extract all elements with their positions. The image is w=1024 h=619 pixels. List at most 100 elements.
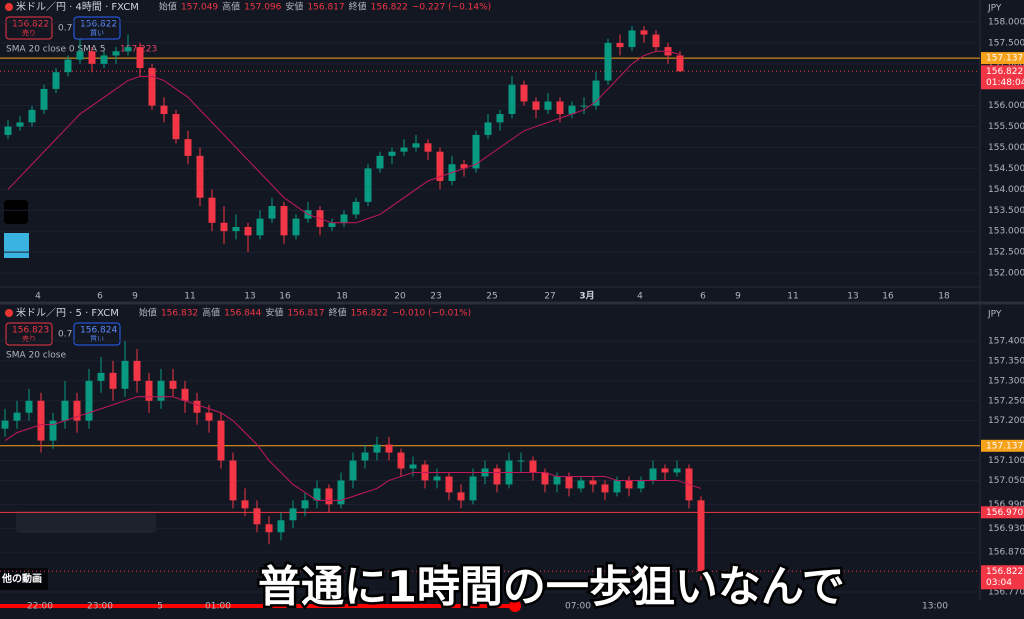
- candle-body: [193, 400, 201, 413]
- symbol-icon: [5, 309, 13, 317]
- candle-body: [409, 464, 417, 469]
- candle-body: [136, 47, 144, 69]
- candle-body: [376, 155, 384, 169]
- candle-body: [568, 105, 576, 115]
- candle-body: [1, 420, 9, 429]
- sma-line: [7, 50, 681, 224]
- price-label: 156.970: [986, 508, 1023, 518]
- candle-body: [28, 109, 36, 123]
- buy-price: 156.822: [80, 20, 117, 30]
- buy-price: 156.824: [80, 326, 117, 336]
- buy-button[interactable]: [73, 16, 121, 40]
- candle-body: [532, 101, 540, 110]
- header-high: 156.844: [224, 309, 261, 319]
- x-tick-label: 9: [735, 292, 741, 302]
- candle-body: [277, 520, 285, 533]
- header-low-label: 安値: [285, 1, 303, 13]
- candle-body: [256, 218, 264, 236]
- header-low: 156.817: [287, 309, 324, 319]
- x-tick-label: 01:00: [205, 602, 231, 612]
- candle-body: [25, 400, 33, 413]
- candle-body: [229, 460, 237, 501]
- y-tick-label: 156.000: [988, 101, 1024, 111]
- header-high: 157.096: [244, 3, 281, 13]
- price-label-box: [981, 65, 1024, 90]
- candle-body: [232, 226, 240, 232]
- candle-body: [124, 47, 132, 52]
- y-tick-label: 152.000: [988, 269, 1024, 279]
- y-tick-label: 157.250: [988, 396, 1024, 406]
- candle-body: [589, 480, 597, 485]
- x-tick-label: 18: [938, 292, 950, 302]
- avatar-icon[interactable]: [4, 233, 29, 258]
- header-symbol: 米ドル／円 · 4時間 · FXCM: [16, 0, 139, 13]
- spread: 0.7: [58, 330, 72, 340]
- candle-body: [625, 480, 633, 489]
- sell-button[interactable]: [5, 322, 53, 346]
- y-tick-label: 153.500: [988, 206, 1024, 216]
- candle-body: [472, 134, 480, 169]
- sell-label: 売り: [22, 334, 36, 343]
- candle-body: [484, 122, 492, 135]
- x-tick-label: 27: [544, 292, 555, 302]
- drawing-toolbar[interactable]: [16, 511, 156, 533]
- candle-body: [496, 114, 504, 123]
- candle-body: [220, 222, 228, 232]
- x-tick-label: 9: [132, 292, 138, 302]
- candle-body: [16, 122, 24, 127]
- other-videos-box[interactable]: [0, 568, 48, 590]
- progress-knob[interactable]: [509, 600, 521, 612]
- candle-body: [325, 488, 333, 505]
- currency: JPY: [987, 310, 1002, 320]
- price-label: 157.137: [986, 441, 1023, 451]
- candle-body: [412, 143, 420, 148]
- candle-body: [457, 492, 465, 501]
- y-tick-label: 157.050: [988, 476, 1024, 486]
- candle-body: [289, 508, 297, 521]
- candle-body: [676, 55, 684, 72]
- x-tick-label: 22:00: [27, 602, 53, 612]
- price-label-box: [981, 506, 1024, 519]
- candle-body: [52, 72, 60, 89]
- y-tick-label: 157.000: [988, 59, 1024, 69]
- y-tick-label: 158.000: [988, 18, 1024, 28]
- pen-icon[interactable]: [4, 200, 28, 224]
- sell-button[interactable]: [5, 16, 53, 40]
- y-tick-label: 156.870: [988, 548, 1024, 558]
- sell-price: 156.822: [12, 20, 49, 30]
- candle-body: [196, 155, 204, 198]
- header-close: 156.822: [351, 309, 388, 319]
- x-tick-label: 16: [279, 292, 291, 302]
- candle-body: [565, 476, 573, 489]
- x-tick-label: 4: [637, 292, 643, 302]
- candle-body: [313, 488, 321, 501]
- candle-body: [637, 480, 645, 489]
- candle-body: [544, 101, 552, 110]
- candle-body: [520, 84, 528, 102]
- candle-body: [97, 372, 105, 381]
- buy-button[interactable]: [73, 322, 121, 346]
- x-tick-label: 11: [184, 292, 195, 302]
- buy-label: 買い: [90, 29, 104, 37]
- candle-body: [697, 500, 705, 572]
- indicator: SMA 20 close 0 SMA 5: [6, 45, 106, 55]
- header-close: 156.822: [371, 3, 408, 13]
- progress-bar[interactable]: [0, 604, 515, 608]
- candle-body: [469, 476, 477, 501]
- buy-label: 買い: [90, 335, 104, 343]
- x-tick-label: 18: [336, 292, 348, 302]
- header-close-label: 終値: [329, 307, 347, 319]
- candle-body: [517, 460, 525, 462]
- y-tick-label: 157.500: [988, 38, 1024, 48]
- candle-body: [613, 480, 621, 493]
- other-videos[interactable]: 他の動画: [1, 572, 42, 585]
- candle-body: [217, 420, 225, 461]
- header-close-label: 終値: [349, 1, 367, 13]
- price-label: 156.822: [986, 67, 1023, 77]
- candle-body: [265, 524, 273, 533]
- currency: JPY: [987, 4, 1002, 14]
- y-tick-label: 154.000: [988, 185, 1024, 195]
- x-tick-label: 11: [787, 292, 798, 302]
